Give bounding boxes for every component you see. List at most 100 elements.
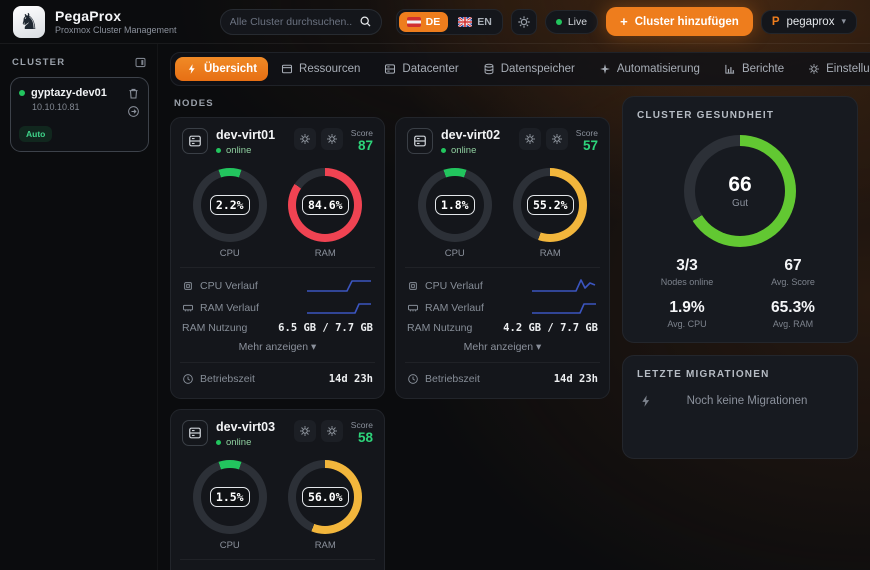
lang-de-button[interactable]: DE (398, 11, 449, 32)
migrations-empty-text: Noch keine Migrationen (686, 395, 808, 407)
online-dot-icon (216, 148, 221, 153)
sidebar-title: CLUSTER (12, 57, 66, 68)
ram-history-label: RAM Verlauf (200, 302, 259, 314)
user-name: pegaprox (786, 15, 835, 28)
score-label: Score (350, 420, 373, 430)
node-server-icon (182, 128, 208, 154)
ram-ring-gauge: 56.0% (288, 460, 363, 534)
user-menu[interactable]: P pegaprox ▾ (760, 9, 857, 34)
header-settings-button[interactable] (510, 8, 537, 35)
tab-uebersicht[interactable]: Übersicht (175, 57, 269, 81)
node-tools-button[interactable] (518, 128, 541, 150)
node-settings-button[interactable] (320, 420, 343, 442)
show-more-button[interactable]: Mehr anzeigen ▾ (463, 341, 542, 353)
cluster-ip: 10.10.10.81 (32, 102, 80, 112)
clock-icon (182, 373, 194, 385)
score-label: Score (575, 128, 598, 138)
online-dot-icon (216, 440, 221, 445)
node-name: dev-virt02 (441, 128, 501, 142)
uptime-label: Betriebszeit (200, 373, 255, 385)
health-score: 66 (728, 173, 752, 196)
search-input[interactable] (229, 15, 353, 28)
migration-bolt-icon (639, 394, 653, 408)
gear-icon (808, 63, 820, 75)
node-settings-button[interactable] (320, 128, 343, 150)
chevron-down-icon: ▾ (536, 341, 542, 353)
score-value: 87 (357, 138, 373, 153)
gear-icon (517, 15, 531, 29)
tab-datenspeicher[interactable]: Datenspeicher (472, 57, 586, 81)
chevron-down-icon: ▾ (841, 16, 846, 26)
gear-icon (551, 133, 563, 145)
sparkle-icon (599, 63, 611, 75)
ram-icon (182, 302, 194, 314)
tab-datacenter[interactable]: Datacenter (373, 57, 469, 81)
nodes-grid: dev-virt01 online Score 87 2.2% CPU 84.6% R… (170, 117, 610, 570)
add-cluster-label: Cluster hinzufügen (634, 15, 739, 28)
score-value: 58 (357, 430, 373, 445)
cpu-percent: 1.5% (209, 487, 250, 507)
tab-einstellungen[interactable]: Einstellungen (797, 57, 870, 81)
node-tools-button[interactable] (293, 420, 316, 442)
flag-de-icon (406, 16, 421, 27)
cpu-sparkline (532, 279, 596, 292)
clock-icon (407, 373, 419, 385)
open-cluster-button[interactable] (127, 105, 140, 118)
bolt-icon (186, 63, 198, 75)
ram-history-label: RAM Verlauf (425, 302, 484, 314)
node-card: dev-virt01 online Score 87 2.2% CPU 84.6% R… (170, 117, 385, 399)
node-settings-button[interactable] (545, 128, 568, 150)
node-server-icon (407, 128, 433, 154)
node-server-icon (182, 420, 208, 446)
cpu-percent: 1.8% (434, 195, 475, 215)
cpu-percent: 2.2% (209, 195, 250, 215)
stat-nodes-online: 3/3 Nodes online (660, 257, 714, 287)
lang-en-button[interactable]: EN (450, 12, 500, 32)
node-name: dev-virt03 (216, 420, 276, 434)
nodes-title: NODES (174, 98, 214, 109)
cpu-history-label: CPU Verlauf (200, 280, 258, 292)
ram-percent: 84.6% (301, 195, 349, 215)
lang-de-label: DE (425, 15, 441, 28)
user-avatar: P (771, 15, 780, 28)
cluster-list-item[interactable]: gyptazy-dev01 10.10.10.81 Auto (10, 77, 149, 152)
app-name: PegaProx (55, 8, 122, 24)
auto-badge: Auto (19, 126, 53, 142)
language-switcher: DE EN (395, 8, 503, 35)
migrations-panel: LETZTE MIGRATIONEN Noch keine Migratione… (622, 355, 858, 459)
score-value: 57 (582, 138, 598, 153)
ram-usage-label: RAM Nutzung (182, 322, 248, 334)
app-logo-pegasus-icon: ♞ (13, 5, 45, 38)
online-dot-icon (441, 148, 446, 153)
tab-automatisierung[interactable]: Automatisierung (588, 57, 711, 81)
stat-avg-score: 67 Avg. Score (771, 257, 815, 287)
gear-icon (299, 425, 311, 437)
ram-usage-value: 6.5 GB / 7.7 GB (278, 322, 373, 334)
stat-avg-cpu: 1.9% Avg. CPU (667, 299, 707, 329)
delete-cluster-button[interactable] (127, 87, 140, 100)
app-titles: PegaProx Proxmox Cluster Management (55, 8, 177, 35)
gear-icon (524, 133, 536, 145)
add-cluster-button[interactable]: + Cluster hinzufügen (606, 7, 753, 36)
chevron-down-icon: ▾ (311, 341, 317, 353)
cluster-search[interactable] (219, 8, 382, 35)
ram-icon (407, 302, 419, 314)
cluster-health-title: CLUSTER GESUNDHEIT (637, 110, 775, 121)
sidebar: CLUSTER gyptazy-dev01 10.10.10.81 Auto (0, 44, 158, 570)
ram-sparkline (532, 303, 596, 314)
app-subtitle: Proxmox Cluster Management (55, 25, 177, 35)
show-more-button[interactable]: Mehr anzeigen ▾ (238, 341, 317, 353)
collapse-sidebar-icon[interactable] (134, 56, 147, 69)
cpu-ring-gauge: 1.5% (192, 460, 267, 534)
tab-berichte[interactable]: Berichte (713, 57, 795, 81)
tabbar: Übersicht Ressourcen Datacenter Datenspe… (170, 52, 870, 86)
uptime-label: Betriebszeit (425, 373, 480, 385)
node-name: dev-virt01 (216, 128, 276, 142)
tab-ressourcen[interactable]: Ressourcen (270, 57, 371, 81)
node-tools-button[interactable] (293, 128, 316, 150)
gear-icon (299, 133, 311, 145)
cpu-sparkline (307, 280, 371, 292)
gear-icon (326, 425, 338, 437)
live-label: Live (567, 15, 588, 28)
cpu-ring-gauge: 2.2% (192, 168, 267, 242)
